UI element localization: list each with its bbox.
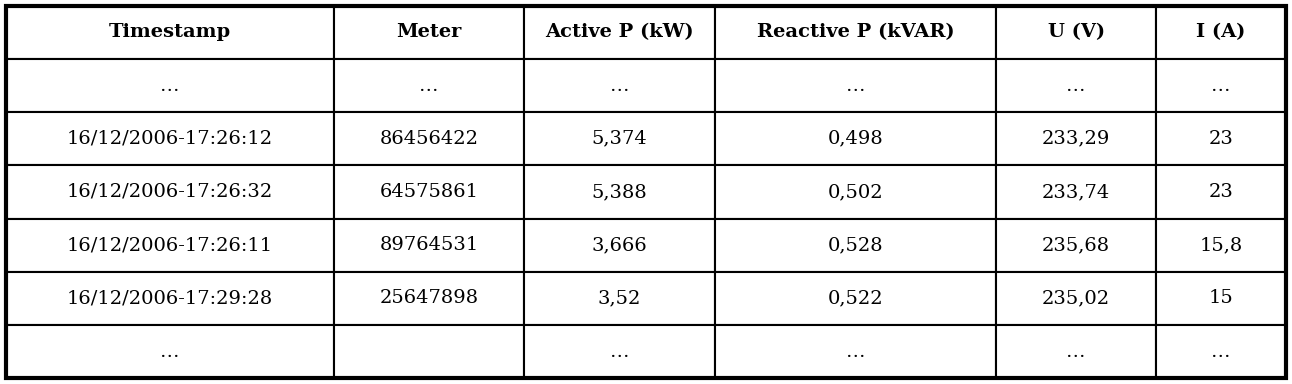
Bar	[525, 272, 714, 325]
Bar	[525, 325, 714, 378]
Bar	[525, 112, 714, 166]
Text: …: …	[1066, 343, 1085, 361]
Text: 16/12/2006-17:26:12: 16/12/2006-17:26:12	[67, 130, 273, 148]
Bar	[996, 166, 1156, 218]
Text: …: …	[1211, 76, 1230, 94]
Text: 15: 15	[1208, 290, 1233, 308]
Text: …: …	[610, 343, 629, 361]
Bar	[525, 218, 714, 272]
Bar	[333, 166, 525, 218]
Bar	[6, 6, 333, 59]
Text: 64575861: 64575861	[380, 183, 478, 201]
Text: 16/12/2006-17:26:32: 16/12/2006-17:26:32	[67, 183, 274, 201]
Text: 0,498: 0,498	[827, 130, 884, 148]
Bar	[996, 218, 1156, 272]
Text: 5,388: 5,388	[592, 183, 647, 201]
Text: 89764531: 89764531	[380, 236, 478, 254]
Bar	[996, 6, 1156, 59]
Bar	[6, 218, 333, 272]
Bar	[1156, 112, 1286, 166]
Bar	[6, 166, 333, 218]
Bar	[714, 166, 996, 218]
Text: 235,02: 235,02	[1043, 290, 1110, 308]
Bar	[1156, 325, 1286, 378]
Text: 0,522: 0,522	[828, 290, 884, 308]
Bar	[714, 112, 996, 166]
Bar	[333, 325, 525, 378]
Bar	[714, 59, 996, 112]
Text: 86456422: 86456422	[380, 130, 478, 148]
Bar	[6, 325, 333, 378]
Bar	[714, 218, 996, 272]
Bar	[996, 59, 1156, 112]
Text: …: …	[1066, 76, 1085, 94]
Bar	[714, 325, 996, 378]
Text: Timestamp: Timestamp	[109, 23, 231, 41]
Text: 0,528: 0,528	[828, 236, 884, 254]
Bar	[996, 272, 1156, 325]
Bar	[6, 112, 333, 166]
Bar	[6, 272, 333, 325]
Bar	[996, 112, 1156, 166]
Text: 23: 23	[1208, 183, 1234, 201]
Bar	[714, 272, 996, 325]
Bar	[333, 59, 525, 112]
Bar	[525, 59, 714, 112]
Bar	[714, 6, 996, 59]
Text: 16/12/2006-17:26:11: 16/12/2006-17:26:11	[67, 236, 273, 254]
Text: 233,74: 233,74	[1043, 183, 1110, 201]
Text: 15,8: 15,8	[1199, 236, 1243, 254]
Bar	[6, 59, 333, 112]
Bar	[996, 325, 1156, 378]
Text: …: …	[420, 76, 439, 94]
Text: 16/12/2006-17:29:28: 16/12/2006-17:29:28	[67, 290, 274, 308]
Text: …: …	[610, 76, 629, 94]
Text: …: …	[160, 76, 180, 94]
Bar	[1156, 6, 1286, 59]
Text: 0,502: 0,502	[828, 183, 884, 201]
Bar	[525, 6, 714, 59]
Text: 23: 23	[1208, 130, 1234, 148]
Bar	[1156, 272, 1286, 325]
Text: 235,68: 235,68	[1043, 236, 1110, 254]
Text: 233,29: 233,29	[1041, 130, 1110, 148]
Text: …: …	[160, 343, 180, 361]
Text: I (A): I (A)	[1196, 23, 1245, 41]
Text: …: …	[846, 76, 866, 94]
Bar	[333, 112, 525, 166]
Bar	[525, 166, 714, 218]
Bar	[1156, 218, 1286, 272]
Bar	[1156, 166, 1286, 218]
Text: U (V): U (V)	[1048, 23, 1105, 41]
Text: Reactive P (kVAR): Reactive P (kVAR)	[757, 23, 955, 41]
Bar	[333, 272, 525, 325]
Bar	[333, 218, 525, 272]
Text: …: …	[846, 343, 866, 361]
Bar	[1156, 59, 1286, 112]
Bar	[333, 6, 525, 59]
Text: 3,52: 3,52	[598, 290, 641, 308]
Text: 3,666: 3,666	[592, 236, 647, 254]
Text: 5,374: 5,374	[592, 130, 647, 148]
Text: …: …	[1211, 343, 1230, 361]
Text: 25647898: 25647898	[380, 290, 478, 308]
Text: Meter: Meter	[397, 23, 461, 41]
Text: Active P (kW): Active P (kW)	[545, 23, 694, 41]
